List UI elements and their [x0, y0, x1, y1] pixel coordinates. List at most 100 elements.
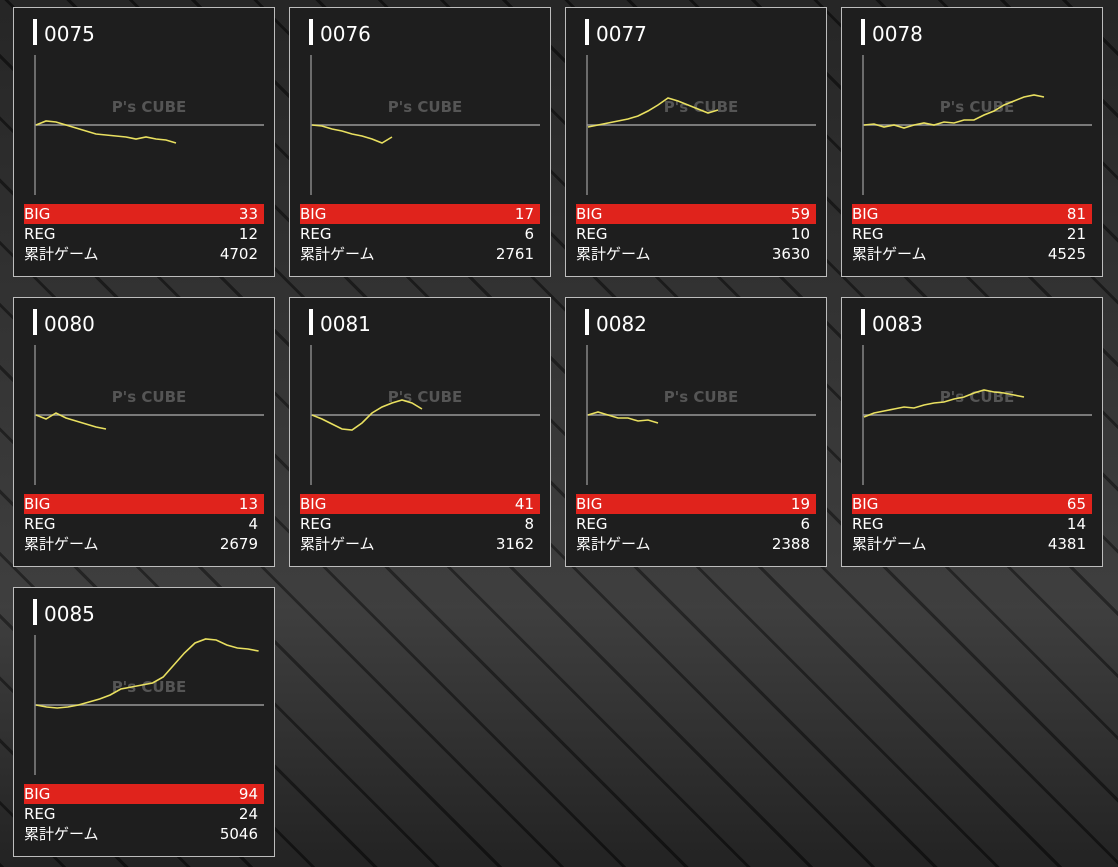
graph-line	[35, 412, 107, 430]
games-value: 2761	[495, 245, 534, 263]
big-value: 33	[238, 205, 258, 223]
watermark: P's CUBE	[664, 388, 739, 406]
machine-id: 0075	[44, 22, 95, 46]
big-label: BIG	[24, 205, 51, 223]
big-row: BIG 33	[24, 204, 264, 224]
reg-label: REG	[852, 515, 884, 533]
big-label: BIG	[852, 205, 879, 223]
watermark: P's CUBE	[112, 98, 187, 116]
big-value: 81	[1066, 205, 1086, 223]
big-value: 41	[514, 495, 534, 513]
big-row: BIG 41	[300, 494, 540, 514]
big-row: BIG 17	[300, 204, 540, 224]
games-value: 3630	[771, 245, 810, 263]
machine-card: 0078 P's CUBE BIG 81 REG 21 累計ゲーム 4525	[841, 7, 1103, 277]
graph: P's CUBE	[862, 345, 1092, 485]
games-label: 累計ゲーム	[300, 535, 375, 553]
graph: P's CUBE	[586, 55, 816, 195]
big-label: BIG	[576, 495, 603, 513]
reg-value: 8	[524, 515, 534, 533]
reg-row: REG 10	[576, 224, 816, 244]
machine-id: 0080	[44, 312, 95, 336]
games-value: 4702	[219, 245, 258, 263]
machine-card: 0077 P's CUBE BIG 59 REG 10 累計ゲーム 3630	[565, 7, 827, 277]
games-value: 5046	[219, 825, 258, 843]
reg-value: 14	[1066, 515, 1086, 533]
graph-line	[863, 94, 1045, 129]
reg-row: REG 8	[300, 514, 540, 534]
games-row: 累計ゲーム 4381	[852, 534, 1092, 554]
games-row: 累計ゲーム 4702	[24, 244, 264, 264]
reg-value: 4	[248, 515, 258, 533]
reg-label: REG	[300, 515, 332, 533]
big-row: BIG 65	[852, 494, 1092, 514]
reg-label: REG	[576, 225, 608, 243]
reg-value: 6	[800, 515, 810, 533]
games-value: 2679	[219, 535, 258, 553]
big-label: BIG	[24, 785, 51, 803]
big-value: 59	[790, 205, 810, 223]
games-value: 4381	[1047, 535, 1086, 553]
machine-id: 0076	[320, 22, 371, 46]
id-bar	[309, 309, 313, 335]
graph-line	[863, 389, 1025, 418]
big-value: 94	[238, 785, 258, 803]
reg-row: REG 4	[24, 514, 264, 534]
games-value: 2388	[771, 535, 810, 553]
graph: P's CUBE	[34, 345, 264, 485]
reg-row: REG 12	[24, 224, 264, 244]
graph: P's CUBE	[862, 55, 1092, 195]
games-label: 累計ゲーム	[576, 535, 651, 553]
graph-line	[35, 120, 177, 144]
id-bar	[33, 19, 37, 45]
watermark: P's CUBE	[388, 388, 463, 406]
watermark: P's CUBE	[112, 678, 187, 696]
games-row: 累計ゲーム 3162	[300, 534, 540, 554]
reg-row: REG 24	[24, 804, 264, 824]
machine-id: 0082	[596, 312, 647, 336]
graph-line	[587, 97, 719, 128]
big-label: BIG	[576, 205, 603, 223]
reg-label: REG	[576, 515, 608, 533]
id-bar	[33, 599, 37, 625]
games-label: 累計ゲーム	[852, 535, 927, 553]
machine-card: 0083 P's CUBE BIG 65 REG 14 累計ゲーム 4381	[841, 297, 1103, 567]
reg-value: 12	[238, 225, 258, 243]
big-label: BIG	[24, 495, 51, 513]
reg-label: REG	[24, 225, 56, 243]
big-label: BIG	[300, 495, 327, 513]
games-label: 累計ゲーム	[24, 535, 99, 553]
watermark: P's CUBE	[940, 388, 1015, 406]
big-row: BIG 81	[852, 204, 1092, 224]
games-label: 累計ゲーム	[852, 245, 927, 263]
id-bar	[861, 19, 865, 45]
machine-id: 0081	[320, 312, 371, 336]
big-value: 65	[1066, 495, 1086, 513]
games-row: 累計ゲーム 3630	[576, 244, 816, 264]
id-bar	[861, 309, 865, 335]
games-row: 累計ゲーム 2679	[24, 534, 264, 554]
graph: P's CUBE	[310, 345, 540, 485]
machine-card: 0080 P's CUBE BIG 13 REG 4 累計ゲーム 2679	[13, 297, 275, 567]
big-value: 13	[238, 495, 258, 513]
games-label: 累計ゲーム	[24, 825, 99, 843]
machine-id: 0078	[872, 22, 923, 46]
id-bar	[33, 309, 37, 335]
machine-id: 0077	[596, 22, 647, 46]
games-row: 累計ゲーム 5046	[24, 824, 264, 844]
reg-label: REG	[852, 225, 884, 243]
big-row: BIG 19	[576, 494, 816, 514]
graph-line	[311, 124, 393, 144]
big-value: 19	[790, 495, 810, 513]
reg-value: 21	[1066, 225, 1086, 243]
games-value: 3162	[495, 535, 534, 553]
games-row: 累計ゲーム 2761	[300, 244, 540, 264]
machine-id: 0083	[872, 312, 923, 336]
reg-value: 10	[790, 225, 810, 243]
games-label: 累計ゲーム	[300, 245, 375, 263]
reg-row: REG 6	[300, 224, 540, 244]
big-row: BIG 94	[24, 784, 264, 804]
id-bar	[585, 309, 589, 335]
games-row: 累計ゲーム 2388	[576, 534, 816, 554]
